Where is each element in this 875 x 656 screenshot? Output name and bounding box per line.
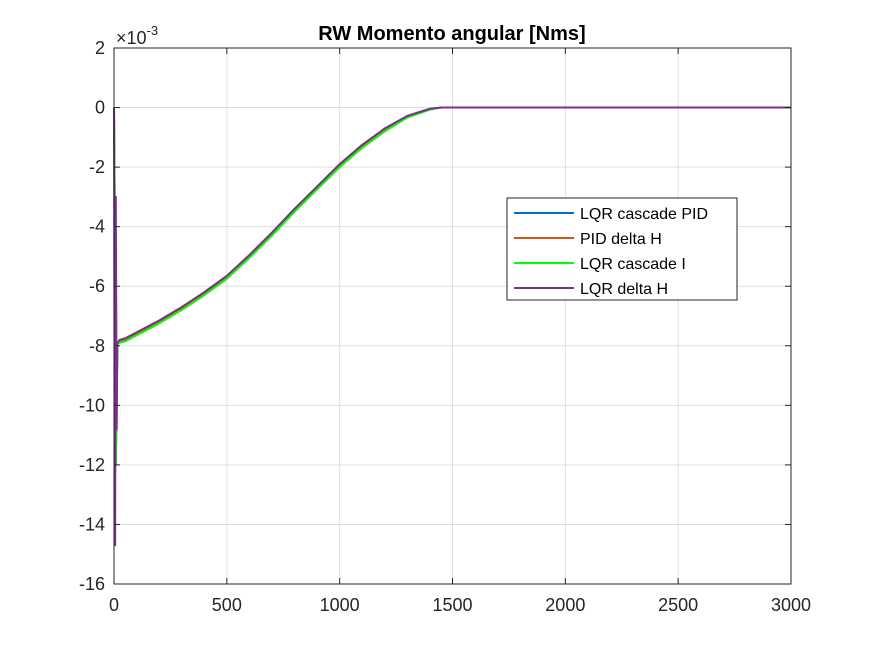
x-tick-label: 1000	[320, 595, 360, 615]
y-tick-label: -16	[79, 574, 105, 594]
x-tick-label: 1500	[432, 595, 472, 615]
series-line	[113, 106, 791, 547]
y-tick-label: 0	[95, 98, 105, 118]
legend-label: LQR delta H	[580, 281, 668, 298]
y-tick-label: -10	[79, 395, 105, 415]
y-tick-label: -4	[89, 217, 105, 237]
legend-label: PID delta H	[580, 231, 662, 248]
x-axis-ticks: 0 500 1000 1500 2000 2500 3000	[109, 48, 811, 615]
chart-title: RW Momento angular [Nms]	[318, 23, 585, 45]
y-axis-ticks: 2 0 -2 -4 -6 -8 -10 -12 -14 -16	[79, 38, 791, 594]
x-tick-label: 3000	[771, 595, 811, 615]
y-tick-label: -12	[79, 455, 105, 475]
y-tick-label: -8	[89, 336, 105, 356]
y-tick-label: -14	[79, 514, 105, 534]
y-exponent-base: ×10	[116, 28, 147, 48]
x-tick-label: 2000	[545, 595, 585, 615]
x-tick-label: 0	[109, 595, 119, 615]
x-tick-label: 500	[212, 595, 242, 615]
x-tick-label: 2500	[658, 595, 698, 615]
legend-label: LQR cascade I	[580, 256, 686, 273]
legend-label: LQR cascade PID	[580, 206, 708, 223]
y-tick-label: 2	[95, 38, 105, 58]
legend-items: LQR cascade PID PID delta H LQR cascade I L…	[514, 206, 708, 298]
y-exponent-power: -3	[147, 23, 159, 38]
y-tick-label: -6	[89, 276, 105, 296]
y-tick-label: -2	[89, 157, 105, 177]
y-axis-exponent: ×10-3	[116, 23, 158, 48]
legend[interactable]: LQR cascade PID PID delta H LQR cascade I L…	[506, 197, 738, 301]
series-lines	[113, 106, 791, 547]
legend-box	[506, 197, 738, 301]
